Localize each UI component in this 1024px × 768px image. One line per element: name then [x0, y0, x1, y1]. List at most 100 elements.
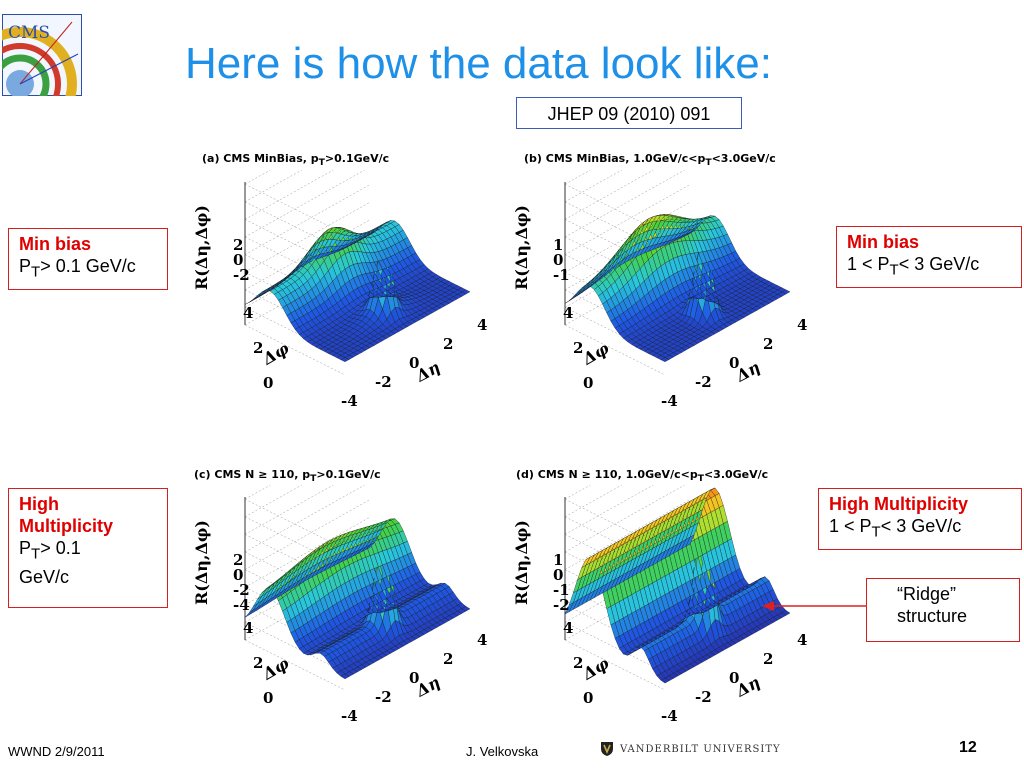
eta-tick-label: 4 [797, 631, 807, 649]
label-high-mult-c: High Multiplicity PT> 0.1 GeV/c [8, 488, 168, 608]
side-grid-line [244, 639, 346, 691]
surface-mesh [244, 518, 471, 680]
eta-tick-label: -2 [375, 688, 392, 706]
eta-tick-label: 2 [443, 335, 453, 353]
eta-tick-label: -2 [695, 373, 712, 391]
side-grid-line [244, 183, 346, 235]
ridge-arrow [762, 601, 866, 611]
side-grid-line [564, 639, 666, 691]
surface-cell [564, 297, 574, 304]
back-grid-line [244, 170, 271, 185]
z-tick-label: -2 [553, 596, 570, 614]
eta-tick-label: 2 [443, 650, 453, 668]
z-tick-label: -1 [553, 581, 570, 599]
z-tick-label: -2 [233, 266, 250, 284]
panel-d-caption: (d) CMS N ≥ 110, 1.0GeV/c<pT<3.0GeV/c [516, 468, 769, 485]
panel-a-caption: (a) CMS MinBias, pT>0.1GeV/c [202, 152, 390, 169]
label-ridge: “Ridge” structure [866, 578, 1020, 642]
eta-tick-label: 2 [763, 650, 773, 668]
surface-mesh [564, 487, 791, 684]
panel-b-caption: (b) CMS MinBias, 1.0GeV/c<pT<3.0GeV/c [524, 152, 776, 169]
z-tick-label: -1 [553, 266, 570, 284]
z-tick-label: 0 [233, 251, 243, 269]
surface-mesh [244, 220, 471, 362]
back-grid-line [244, 485, 271, 500]
eta-tick-label: 4 [797, 316, 807, 334]
label-min-bias-a: Min bias PT> 0.1 GeV/c [8, 228, 168, 290]
back-grid-line [564, 170, 591, 185]
footer-date: WWND 2/9/2011 [8, 744, 105, 759]
z-tick-label: 2 [233, 551, 243, 569]
surface-mesh [564, 214, 791, 362]
z-tick-label: 1 [553, 551, 563, 569]
phi-axis-label: Δφ [259, 653, 293, 684]
phi-tick-label: 0 [263, 374, 273, 392]
z-tick-label: 0 [553, 566, 563, 584]
back-grid-line [244, 170, 366, 238]
z-axis-label: R(Δη,Δφ) [192, 205, 211, 290]
eta-tick-label: 4 [477, 631, 487, 649]
phi-tick-label: 0 [263, 689, 273, 707]
back-grid-line [564, 170, 623, 203]
phi-tick-label: 2 [253, 339, 263, 357]
eta-tick-label: -4 [661, 707, 678, 725]
label-high-mult-d: High Multiplicity 1 < PT< 3 GeV/c [818, 488, 1022, 550]
side-grid-line [564, 324, 666, 376]
eta-tick-label: -2 [375, 373, 392, 391]
phi-tick-label: 4 [243, 304, 253, 322]
z-tick-label: 2 [233, 236, 243, 254]
page-number: 12 [959, 739, 977, 756]
z-axis-label: R(Δη,Δφ) [512, 205, 531, 290]
surface-cell [569, 293, 578, 301]
surface-cell [244, 609, 254, 618]
eta-tick-label: 0 [409, 669, 419, 687]
side-grid-line [244, 622, 346, 673]
slide-title: Here is how the data look like: [185, 39, 772, 88]
phi-tick-label: 4 [563, 304, 573, 322]
back-grid-line [244, 485, 303, 518]
back-grid-line [564, 485, 591, 500]
phi-tick-label: 4 [563, 619, 573, 637]
z-tick-label: -2 [233, 581, 250, 599]
side-grid-line [564, 622, 666, 673]
phi-axis-label: Δφ [579, 653, 613, 684]
z-tick-label: 0 [233, 566, 243, 584]
phi-tick-label: 0 [583, 374, 593, 392]
z-axis-label: R(Δη,Δφ) [192, 520, 211, 605]
surface-cell [244, 299, 254, 305]
eta-tick-label: -2 [695, 688, 712, 706]
side-grid-line [244, 324, 346, 376]
reference-box: JHEP 09 (2010) 091 [516, 97, 742, 129]
phi-tick-label: 2 [253, 654, 263, 672]
phi-tick-label: 0 [583, 689, 593, 707]
back-grid-line [244, 170, 303, 203]
vanderbilt-logo: VANDERBILT UNIVERSITY [600, 741, 781, 757]
phi-tick-label: 2 [573, 654, 583, 672]
svg-text:CMS: CMS [8, 23, 50, 43]
eta-tick-label: -4 [341, 707, 358, 725]
vanderbilt-shield-icon [600, 741, 614, 757]
phi-axis-label: Δφ [259, 338, 293, 369]
phi-axis-label: Δφ [579, 338, 613, 369]
z-axis-label: R(Δη,Δφ) [512, 520, 531, 605]
z-tick-label: 1 [553, 236, 563, 254]
z-tick-label: -4 [233, 596, 250, 614]
label-min-bias-b: Min bias 1 < PT< 3 GeV/c [836, 226, 1022, 288]
eta-tick-label: 0 [409, 354, 419, 372]
footer-author: J. Velkovska [466, 744, 539, 759]
eta-tick-label: 0 [729, 669, 739, 687]
panel-c-caption: (c) CMS N ≥ 110, pT>0.1GeV/c [194, 468, 381, 485]
phi-tick-label: 4 [243, 619, 253, 637]
surface-cell [564, 602, 574, 615]
eta-tick-label: 0 [729, 354, 739, 372]
cms-logo: CMS [0, 14, 82, 141]
eta-tick-label: -4 [341, 392, 358, 410]
z-tick-label: 0 [553, 251, 563, 269]
side-grid-line [244, 498, 346, 550]
eta-tick-label: 2 [763, 335, 773, 353]
